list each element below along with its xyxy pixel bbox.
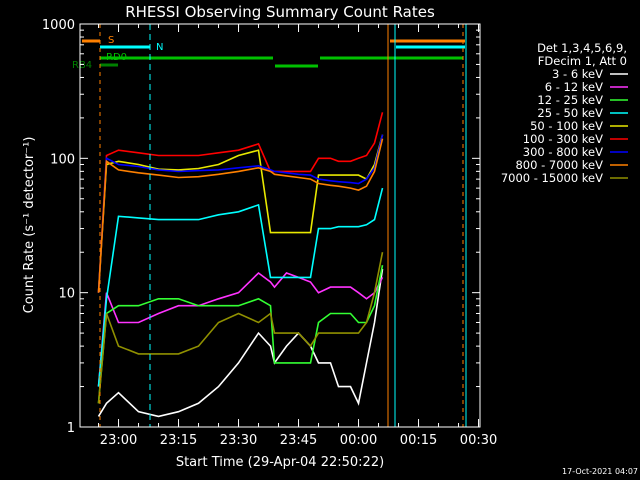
series-line bbox=[97, 112, 384, 293]
legend-label: 300 - 800 keV bbox=[523, 145, 603, 159]
flag-label: RB4 bbox=[72, 60, 92, 71]
footer-date: 17-Oct-2021 04:07 bbox=[562, 467, 638, 476]
x-tick-label: 23:15 bbox=[160, 433, 197, 448]
plot-frame bbox=[79, 23, 481, 428]
legend-label: 25 - 50 keV bbox=[537, 106, 603, 120]
y-tick-label: 1 bbox=[67, 421, 75, 436]
y-tick-label: 100 bbox=[50, 152, 75, 167]
legend-label: 6 - 12 keV bbox=[545, 80, 603, 94]
chart-title: RHESSI Observing Summary Count Rates bbox=[125, 3, 435, 21]
x-tick-label: 00:00 bbox=[340, 433, 377, 448]
flag-label: RD0 bbox=[106, 52, 127, 63]
x-tick-label: 23:30 bbox=[220, 433, 257, 448]
series-line bbox=[97, 138, 384, 293]
legend-label: 800 - 7000 keV bbox=[515, 158, 603, 172]
series-line bbox=[97, 265, 384, 404]
y-tick-label: 1000 bbox=[42, 18, 75, 33]
axes: 1 10 100 1000 23:00 23:15 23:30 23:45 00:00 00:15… bbox=[42, 18, 497, 448]
series-line bbox=[97, 187, 384, 387]
y-tick-label: 10 bbox=[58, 287, 75, 302]
flag-label: S bbox=[108, 35, 114, 46]
series-line bbox=[97, 134, 384, 293]
legend-label: 3 - 6 keV bbox=[552, 67, 603, 81]
series-line bbox=[97, 252, 384, 404]
flag-label: N bbox=[156, 42, 163, 53]
y-axis-label: Count Rate (s⁻¹ detector⁻¹) bbox=[22, 137, 37, 314]
x-tick-label: 00:30 bbox=[460, 433, 497, 448]
legend-header: Det 1,3,4,5,6,9, bbox=[537, 41, 627, 55]
observing-flags: S N RD0 RB4 bbox=[72, 35, 465, 71]
x-tick-label: 23:00 bbox=[100, 433, 137, 448]
legend-header: FDecim 1, Att 0 bbox=[538, 54, 627, 68]
x-tick-label: 00:15 bbox=[400, 433, 437, 448]
legend-label: 50 - 100 keV bbox=[530, 119, 603, 133]
legend-label: 7000 - 15000 keV bbox=[501, 171, 603, 185]
series-line bbox=[97, 134, 384, 293]
series-layer bbox=[97, 112, 384, 418]
event-markers bbox=[99, 24, 467, 427]
x-axis-label: Start Time (29-Apr-04 22:50:22) bbox=[176, 455, 384, 470]
legend: Det 1,3,4,5,6,9,FDecim 1, Att 03 - 6 keV… bbox=[501, 41, 628, 185]
legend-label: 100 - 300 keV bbox=[523, 132, 603, 146]
series-line bbox=[97, 271, 384, 387]
x-tick-label: 23:45 bbox=[280, 433, 317, 448]
legend-label: 12 - 25 keV bbox=[537, 93, 603, 107]
